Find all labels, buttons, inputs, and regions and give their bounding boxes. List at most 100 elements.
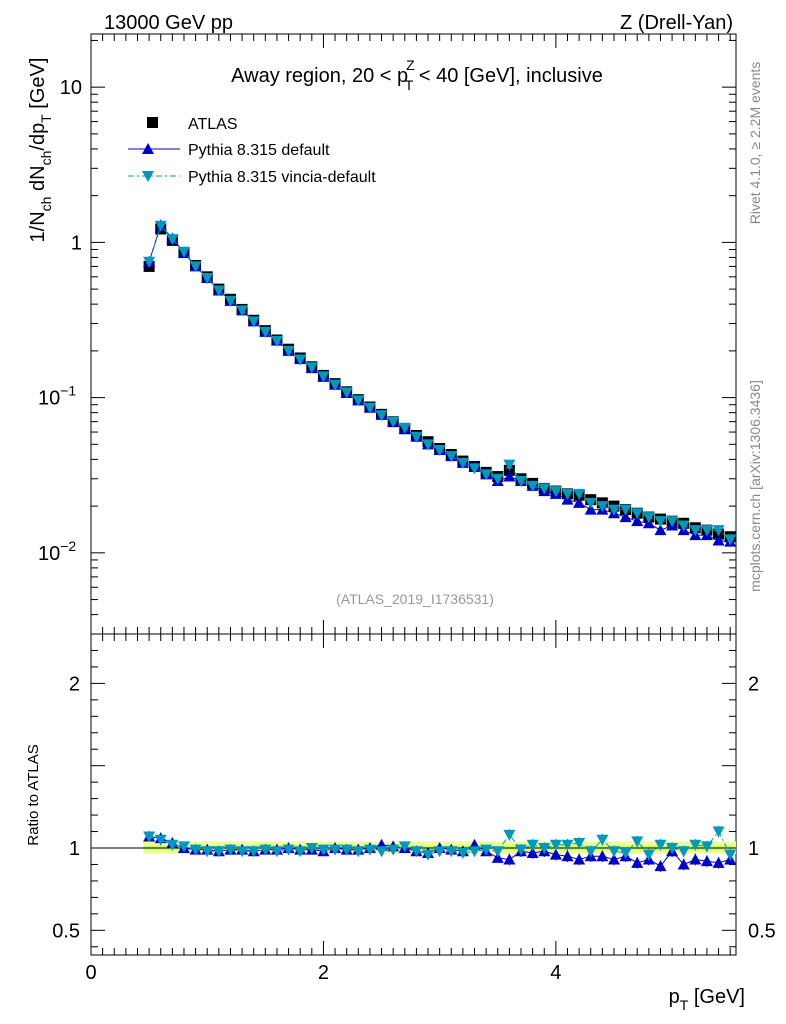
vincia-point [666, 516, 679, 528]
ratio-vincia-point [363, 844, 376, 856]
ratio-panel: 2 2 1 1 0.5 0.5 0 2 4 Ratio to ATLAS pT [GeV] [25, 633, 776, 1013]
ratio-default-point [526, 846, 539, 858]
vincia-point [317, 371, 330, 383]
ratio-vincia-point [270, 846, 283, 858]
ylabel-part-a: 1/N [27, 211, 49, 242]
vincia-point [154, 220, 167, 232]
rivet-version-label: Rivet 4.1.0, ≥ 2.2M events [747, 62, 763, 225]
vincia-point [515, 476, 527, 488]
ratio-vincia-point [422, 849, 435, 861]
default-point [654, 524, 667, 536]
vincia-point [177, 246, 190, 258]
ratio-vincia-point [689, 839, 702, 851]
ylabel-part-b: dN [27, 165, 49, 196]
vincia-point [375, 410, 388, 422]
vincia-point [340, 387, 353, 399]
ratio-axis-ticks [90, 634, 736, 955]
ratio-vincia-point [538, 843, 551, 854]
ylabel-sub-a: ch [38, 197, 54, 212]
ratio-plot-frame [90, 633, 737, 956]
vincia-point [677, 520, 690, 532]
ratio-vincia-point [282, 844, 295, 856]
vincia-point [224, 295, 237, 307]
ratio-vincia-point [631, 836, 644, 848]
vincia-point [387, 416, 400, 428]
main-y-tick-label: 10−1 [38, 383, 76, 410]
ratio-vincia-point [410, 846, 423, 858]
ratio-default-point [596, 850, 609, 862]
series-line-2 [148, 224, 731, 540]
vincia-point [143, 256, 156, 268]
ratio-vincia-point [503, 829, 516, 841]
ratio-vincia-point [445, 846, 458, 858]
ratio-vincia-point [247, 846, 260, 858]
ratio-default-point [607, 853, 620, 865]
ratio-default-point [503, 853, 516, 865]
ratio-vincia-point [177, 841, 190, 853]
vincia-point [166, 234, 179, 246]
title-sup: Z [406, 57, 415, 73]
ratio-vincia-point [259, 844, 272, 856]
ratio-series-layer [143, 825, 737, 872]
vincia-point [503, 459, 516, 471]
ratio-vincia-point [166, 839, 179, 851]
legend-label-default: Pythia 8.315 default [188, 142, 330, 159]
vincia-point [352, 395, 365, 407]
vincia-point [689, 525, 702, 537]
vincia-point [445, 451, 458, 463]
main-axis-ticks [90, 34, 736, 635]
x-tick-label: 0 [85, 962, 96, 984]
default-point [584, 503, 597, 515]
x-tick-label: 2 [318, 962, 329, 984]
ratio-vincia-point [573, 838, 586, 850]
ratio-vincia-point [491, 846, 504, 858]
vincia-point [236, 305, 249, 317]
ratio-vincia-point [329, 844, 342, 856]
ratio-vincia-point [294, 846, 307, 858]
ratio-vincia-point [584, 846, 597, 858]
vincia-point [259, 326, 272, 338]
ratio-vincia-point [724, 849, 737, 861]
ratio-vincia-point [143, 831, 156, 843]
vincia-point [631, 508, 644, 520]
vincia-point [561, 488, 574, 500]
vincia-point [712, 525, 725, 537]
vincia-point [456, 457, 469, 469]
legend: ATLAS Pythia 8.315 default Pythia 8.315 … [128, 116, 376, 186]
ratio-y-tick-label-right: 1 [748, 838, 759, 860]
vincia-point [468, 463, 481, 475]
xlabel-sub: T [680, 997, 689, 1013]
ratio-vincia-point [456, 847, 469, 859]
legend-marker-default [142, 143, 154, 154]
ratio-vincia-point [677, 846, 690, 858]
vincia-point [398, 422, 411, 434]
source-url-label: mcplots.cern.ch [arXiv:1306.3436] [747, 380, 763, 592]
x-axis-label: pT [GeV] [669, 986, 745, 1013]
vincia-point [282, 345, 295, 357]
ratio-y-tick-label-right: 2 [748, 673, 759, 695]
legend-marker-atlas [147, 117, 158, 128]
vincia-point [329, 379, 342, 391]
ratio-y-tick-label: 1 [69, 838, 80, 860]
vincia-point [526, 480, 539, 492]
vincia-point [247, 316, 260, 328]
x-tick-label: 4 [550, 962, 561, 984]
vincia-point [480, 469, 493, 481]
ratio-default-point [677, 858, 690, 870]
tick-label-exponent: −1 [60, 383, 76, 399]
ratio-vincia-point [700, 841, 713, 853]
ratio-vincia-point [189, 844, 202, 856]
ratio-vincia-point [398, 841, 411, 853]
vincia-point [549, 486, 562, 498]
default-point [619, 511, 632, 523]
ratio-x-tick-labels: 0 2 4 [85, 962, 561, 984]
vincia-point [491, 473, 504, 485]
plot-title: Away region, 20 < pZ T < 40 [GeV], inclus… [231, 57, 603, 93]
ratio-vincia-point [468, 846, 481, 858]
ratio-vincia-point [340, 844, 353, 856]
vincia-point [422, 439, 435, 451]
ratio-default-point [654, 860, 667, 872]
ratio-default-point [700, 855, 713, 867]
